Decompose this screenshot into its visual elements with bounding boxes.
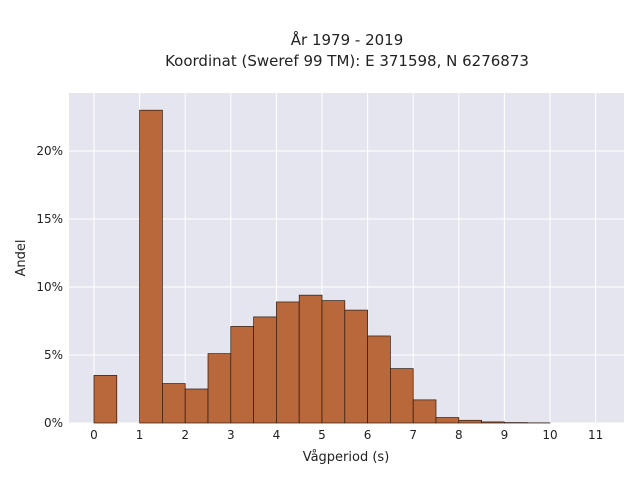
x-tick-labels: 0 1 2 3 4 5 6 7 8 9 10 11 (90, 428, 603, 442)
x-tick-label: 5 (318, 428, 326, 442)
histogram-bar (276, 302, 299, 423)
histogram-bar (322, 301, 345, 423)
x-tick-label: 4 (273, 428, 281, 442)
histogram-bar (459, 420, 482, 423)
histogram-bar (345, 310, 368, 423)
x-tick-label: 8 (455, 428, 463, 442)
histogram-bar (162, 384, 185, 423)
x-tick-label: 10 (542, 428, 557, 442)
x-axis-label: Vågperiod (s) (303, 450, 390, 465)
histogram-bar (299, 295, 322, 423)
x-tick-label: 1 (136, 428, 144, 442)
histogram-bar (254, 317, 277, 423)
y-tick-label: 10% (36, 280, 63, 294)
y-tick-labels: 0% 5% 10% 15% 20% (36, 144, 63, 430)
x-tick-label: 6 (364, 428, 372, 442)
chart-title-line-1: År 1979 - 2019 (291, 30, 404, 49)
histogram-bar (368, 336, 391, 423)
y-axis-label: Andel (14, 240, 29, 277)
x-tick-label: 0 (90, 428, 98, 442)
x-tick-label: 2 (181, 428, 189, 442)
histogram-bar (185, 389, 208, 423)
histogram-bar (208, 354, 231, 423)
histogram-bar (140, 110, 163, 423)
y-tick-label: 0% (44, 416, 63, 430)
y-tick-label: 20% (36, 144, 63, 158)
x-tick-label: 7 (409, 428, 417, 442)
x-tick-label: 3 (227, 428, 235, 442)
histogram-bar (436, 418, 459, 423)
y-tick-label: 15% (36, 212, 63, 226)
x-tick-label: 9 (501, 428, 509, 442)
chart-title-line-2: Koordinat (Sweref 99 TM): E 371598, N 62… (165, 52, 529, 70)
histogram-bar (482, 422, 505, 423)
histogram-bar (390, 369, 413, 423)
histogram-bar (231, 326, 254, 423)
x-tick-label: 11 (588, 428, 603, 442)
histogram-bar (94, 375, 117, 423)
histogram-bar (413, 400, 436, 423)
y-tick-label: 5% (44, 348, 63, 362)
